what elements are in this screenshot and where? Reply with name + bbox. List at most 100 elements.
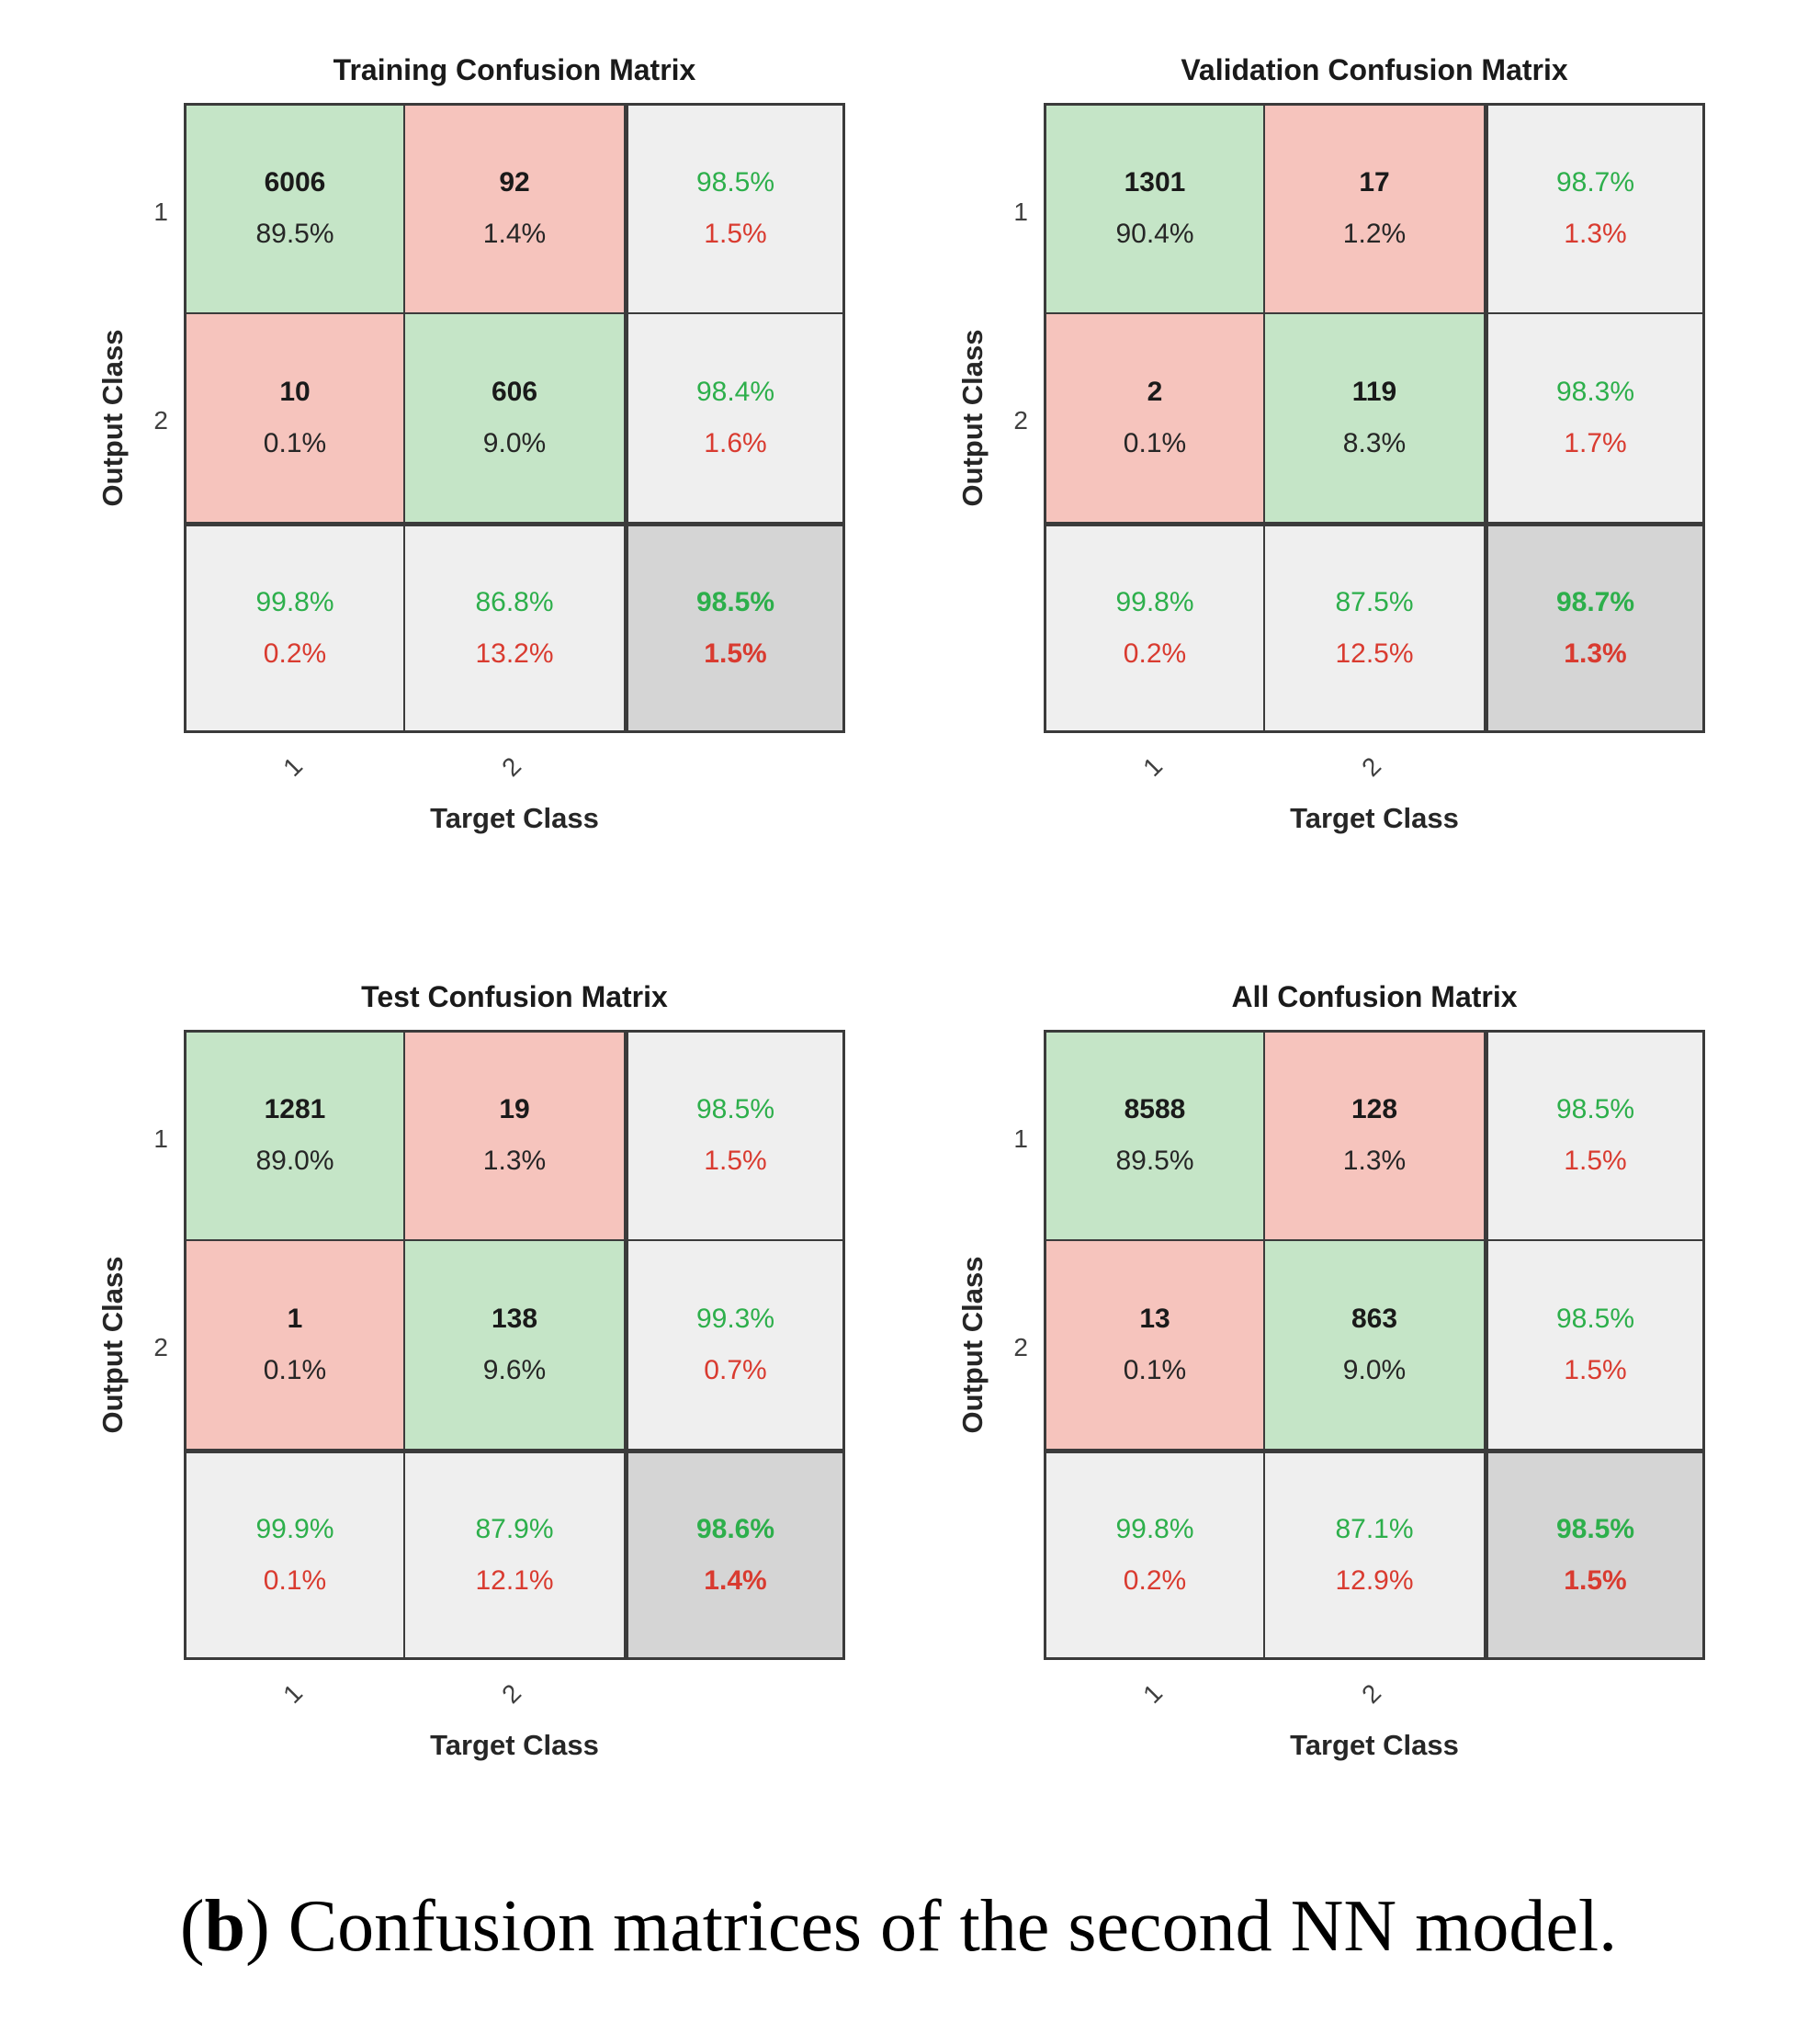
caption-sub-label: b: [204, 1886, 246, 1967]
cell-green-pct: 98.7%: [1555, 167, 1635, 198]
y-tick-2: 2: [1013, 406, 1028, 435]
y-tick-2: 2: [153, 406, 168, 435]
cell-red-pct: 1.5%: [704, 638, 767, 670]
x-tick-2: 2: [496, 1678, 527, 1710]
cell-pct: 9.6%: [482, 1354, 547, 1385]
y-axis-label: Output Class: [956, 329, 989, 507]
cell-red-pct: 12.9%: [1335, 1565, 1414, 1597]
cell-r1c1: 6006 89.5%: [186, 106, 405, 314]
cell-r3c2: 87.1% 12.9%: [1265, 1449, 1484, 1657]
cell-r1c1: 1301 90.4%: [1046, 106, 1265, 314]
cell-r2c3: 98.3% 1.7%: [1484, 313, 1702, 523]
cell-r1c3: 98.5% 1.5%: [1484, 1033, 1702, 1241]
confusion-grid: 8588 89.5% 128 1.3% 98.5% 1.5% 13 0.1% 863 9.…: [1046, 1033, 1702, 1657]
cell-red-pct: 1.6%: [704, 427, 767, 458]
cell-green-pct: 98.5%: [1555, 1303, 1635, 1334]
cell-count: 1301: [1124, 167, 1186, 198]
y-tick-1: 1: [1013, 198, 1028, 226]
cell-red-pct: 1.3%: [1564, 638, 1627, 670]
cell-red-pct: 1.5%: [704, 219, 767, 250]
confusion-grid: 1301 90.4% 17 1.2% 98.7% 1.3% 2 0.1% 119 8.3%…: [1046, 106, 1702, 730]
cell-count: 92: [499, 167, 530, 198]
cell-green-pct: 87.9%: [475, 1514, 554, 1545]
cell-green-pct: 98.4%: [695, 376, 775, 407]
confusion-matrix-all: All Confusion Matrix Output Class 1 2 85…: [956, 980, 1705, 1761]
cell-count: 863: [1351, 1303, 1398, 1334]
cell-r1c3: 98.5% 1.5%: [624, 1033, 842, 1241]
cell-count: 8588: [1124, 1094, 1186, 1125]
cell-r2c2: 138 9.6%: [405, 1240, 624, 1450]
y-axis-label: Output Class: [96, 329, 129, 507]
cell-count: 606: [491, 376, 538, 407]
y-tick-1: 1: [153, 1124, 168, 1153]
cell-r3c3-overall: 98.5% 1.5%: [624, 522, 842, 730]
cell-r3c1: 99.8% 0.2%: [186, 522, 405, 730]
cell-red-pct: 0.2%: [1123, 1565, 1187, 1597]
cell-r3c3-overall: 98.7% 1.3%: [1484, 522, 1702, 730]
cell-green-pct: 99.3%: [695, 1303, 775, 1334]
cell-count: 119: [1351, 376, 1397, 407]
cell-count: 1281: [264, 1094, 326, 1125]
x-tick-1: 1: [277, 751, 309, 783]
cell-r1c1: 1281 89.0%: [186, 1033, 405, 1241]
cell-red-pct: 0.2%: [1123, 638, 1187, 670]
figure-caption: (b) Confusion matrices of the second NN …: [0, 1885, 1797, 1969]
cell-r3c2: 86.8% 13.2%: [405, 522, 624, 730]
cell-r3c2: 87.9% 12.1%: [405, 1449, 624, 1657]
cell-green-pct: 86.8%: [475, 587, 554, 618]
cell-count: 10: [279, 376, 311, 407]
cell-green-pct: 98.6%: [695, 1514, 775, 1545]
cell-pct: 1.2%: [1342, 219, 1407, 250]
x-tick-1: 1: [1137, 751, 1169, 783]
cell-r2c2: 119 8.3%: [1265, 313, 1484, 523]
confusion-matrix-test: Test Confusion Matrix Output Class 1 2 1…: [96, 980, 845, 1761]
cell-r2c1: 1 0.1%: [186, 1240, 405, 1450]
y-tick-2: 2: [153, 1333, 168, 1361]
cell-r2c1: 13 0.1%: [1046, 1240, 1265, 1450]
y-tick-2: 2: [1013, 1333, 1028, 1361]
cell-count: 17: [1359, 167, 1390, 198]
cell-green-pct: 98.5%: [695, 587, 775, 618]
cell-green-pct: 98.7%: [1555, 587, 1635, 618]
chart-title: All Confusion Matrix: [1231, 980, 1518, 1013]
cell-green-pct: 98.5%: [1555, 1094, 1635, 1125]
cell-green-pct: 99.8%: [1115, 587, 1194, 618]
x-axis-label: Target Class: [1290, 802, 1459, 834]
cell-pct: 0.1%: [1123, 1354, 1187, 1385]
cell-r2c2: 863 9.0%: [1265, 1240, 1484, 1450]
cell-pct: 1.4%: [482, 219, 547, 250]
cell-green-pct: 99.9%: [255, 1514, 334, 1545]
cell-count: 138: [491, 1303, 538, 1334]
cell-count: 6006: [264, 167, 326, 198]
cell-r1c2: 92 1.4%: [405, 106, 624, 314]
caption-text: ) Confusion matrices of the second NN mo…: [245, 1886, 1618, 1967]
cell-r2c2: 606 9.0%: [405, 313, 624, 523]
x-tick-2: 2: [496, 751, 527, 783]
cell-green-pct: 98.3%: [1555, 376, 1635, 407]
x-tick-2: 2: [1356, 1678, 1387, 1710]
cell-pct: 9.0%: [482, 427, 547, 458]
cell-red-pct: 0.2%: [263, 638, 327, 670]
cell-green-pct: 99.8%: [1115, 1514, 1194, 1545]
cell-red-pct: 1.4%: [704, 1565, 767, 1597]
cell-r1c2: 17 1.2%: [1265, 106, 1484, 314]
cell-green-pct: 87.1%: [1335, 1514, 1414, 1545]
cell-pct: 1.3%: [482, 1146, 547, 1177]
cell-red-pct: 0.7%: [704, 1354, 767, 1385]
cell-pct: 0.1%: [263, 427, 327, 458]
cell-red-pct: 12.1%: [475, 1565, 554, 1597]
y-tick-1: 1: [1013, 1124, 1028, 1153]
cell-r1c3: 98.7% 1.3%: [1484, 106, 1702, 314]
chart-title: Test Confusion Matrix: [361, 980, 668, 1013]
cell-pct: 8.3%: [1342, 427, 1407, 458]
confusion-matrix-validation: Validation Confusion Matrix Output Class…: [956, 53, 1705, 834]
chart-title: Validation Confusion Matrix: [1181, 53, 1568, 86]
x-tick-1: 1: [1137, 1678, 1169, 1710]
cell-pct: 90.4%: [1115, 219, 1194, 250]
cell-red-pct: 1.5%: [704, 1146, 767, 1177]
x-axis-label: Target Class: [430, 802, 599, 834]
cell-r3c2: 87.5% 12.5%: [1265, 522, 1484, 730]
cell-green-pct: 98.5%: [695, 1094, 775, 1125]
cell-green-pct: 87.5%: [1335, 587, 1414, 618]
